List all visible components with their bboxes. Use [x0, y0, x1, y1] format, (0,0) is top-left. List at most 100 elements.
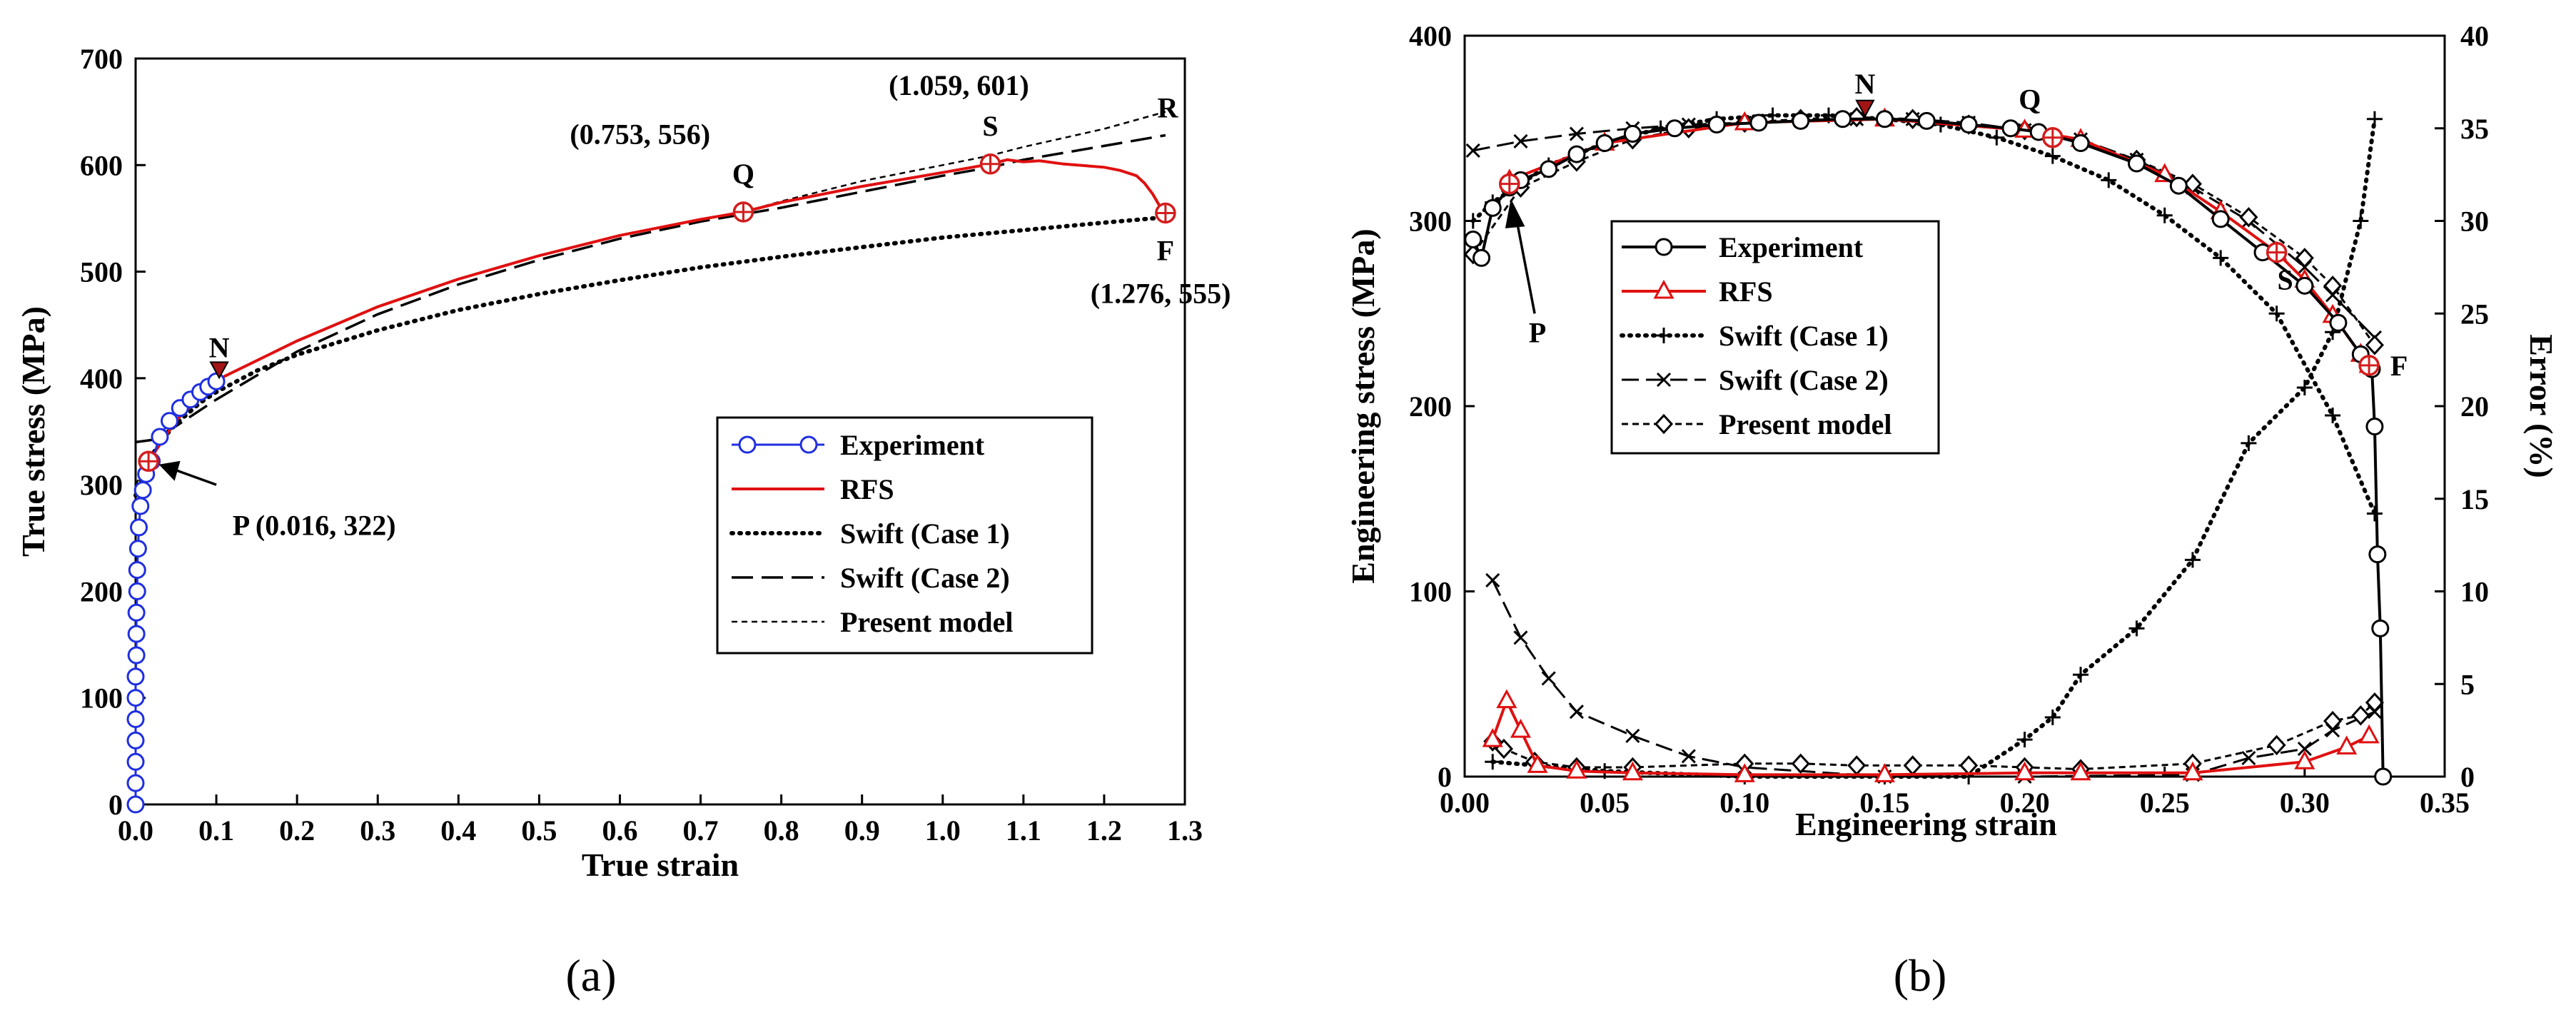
y-tick-label: 600 — [80, 149, 123, 181]
y-axis-label: Engineering stress (MPa) — [1345, 228, 1381, 583]
experiment-point — [126, 795, 145, 814]
x-tick-label: 1.2 — [1086, 814, 1122, 847]
experiment-point — [128, 540, 147, 558]
point-q-cross — [2043, 128, 2062, 147]
series-point — [1791, 753, 1810, 774]
annotation-q-coords: (0.753, 556) — [570, 118, 710, 150]
arrow-p-head — [1505, 198, 1525, 228]
series-point — [1496, 689, 1517, 709]
point-n-marker — [209, 361, 229, 380]
x-tick-label: 0.2 — [279, 814, 315, 847]
x-tick-label: 0.7 — [683, 814, 719, 847]
series-point — [1623, 125, 1642, 143]
series-point — [1540, 160, 1558, 178]
panel-label-a: (a) — [565, 950, 616, 1001]
series-point — [2239, 207, 2258, 228]
series-point — [1989, 129, 2005, 146]
series-point — [1483, 198, 1502, 217]
point-f — [1155, 202, 1176, 224]
series-point — [1625, 728, 1640, 743]
series-point — [2268, 306, 2285, 322]
series-point — [1464, 230, 1483, 248]
x-tick-label: 0.9 — [844, 814, 880, 847]
series-point — [2127, 154, 2146, 173]
series-point — [2294, 750, 2315, 769]
point-n-marker — [1855, 99, 1875, 118]
series-point — [2184, 552, 2201, 568]
series-point — [2296, 380, 2313, 396]
legend-marker — [1654, 413, 1674, 435]
y-tick-label: 400 — [80, 363, 123, 395]
annotation-n: N — [1855, 68, 1876, 100]
series-point — [2070, 761, 2091, 781]
experiment-point — [126, 774, 145, 792]
annotation-s: S — [2278, 264, 2293, 296]
y-tick-label: 200 — [80, 575, 123, 607]
x-tick-label: 0.0 — [118, 814, 153, 847]
series-point — [2213, 250, 2229, 266]
point-q — [2042, 126, 2064, 148]
y-tick-label: 0 — [108, 789, 123, 821]
y-tick-label: 100 — [1409, 576, 1452, 608]
x-tick-label: 0.25 — [2140, 787, 2190, 819]
y-tick-label: 200 — [1409, 390, 1452, 423]
experiment-point — [127, 646, 146, 665]
x-axis-label: Engineering strain — [1795, 806, 2057, 842]
experiment-point — [127, 625, 146, 643]
series-point — [1734, 111, 1755, 131]
series-point — [2071, 134, 2090, 153]
series-point — [2329, 313, 2348, 332]
legend-label: RFS — [840, 473, 894, 505]
point-f-cross — [2360, 355, 2379, 375]
series-point — [2353, 213, 2369, 229]
x-tick-label: 0.8 — [764, 814, 799, 847]
series-point — [1847, 106, 1867, 128]
series-point — [1465, 143, 1480, 158]
series-point — [2001, 119, 2020, 138]
point-s-cross — [981, 154, 1000, 173]
legend-label: Swift (Case 2) — [840, 562, 1010, 594]
annotation-s-coords: (1.059, 601) — [889, 69, 1029, 101]
x-tick-label: 0.35 — [2420, 787, 2470, 819]
series-point — [1482, 727, 1503, 747]
legend-label: Swift (Case 1) — [1719, 320, 1889, 352]
series-point — [1834, 110, 1852, 128]
experiment-point — [126, 731, 145, 749]
y-tick-label: 0 — [1438, 761, 1452, 793]
series-point — [2128, 620, 2145, 637]
y-tick-label: 700 — [80, 43, 123, 75]
experiment-point — [128, 561, 146, 580]
x-tick-label: 0.00 — [1440, 787, 1490, 819]
y-tick-label: 500 — [80, 256, 123, 288]
legend-label: RFS — [1719, 276, 1773, 308]
point-s-cross — [2267, 243, 2286, 262]
series-point — [2267, 734, 2286, 756]
plot-area-a — [134, 57, 1186, 806]
series-point — [2044, 709, 2061, 725]
series-point — [1847, 755, 1867, 776]
series-point — [1513, 630, 1528, 645]
y-axis-label: True stress (MPa) — [15, 306, 51, 557]
series-point — [2365, 335, 2384, 355]
series-present-model — [1472, 116, 2376, 346]
legend-b — [1610, 220, 1940, 455]
annotation-r: R — [1158, 92, 1179, 124]
series-point — [1510, 718, 1531, 738]
series-point — [1566, 759, 1587, 779]
series-point — [2182, 761, 2203, 781]
series-point — [2371, 619, 2390, 637]
series-point — [2374, 767, 2393, 786]
experiment-point — [126, 689, 145, 707]
series-swift-case-2-error — [1491, 580, 2375, 778]
series-point — [2297, 742, 2312, 757]
experiment-point — [126, 752, 145, 771]
series-point — [1622, 761, 1643, 781]
series-point — [2044, 148, 2061, 164]
x-tick-label: 1.0 — [925, 814, 961, 847]
series-point — [1541, 671, 1556, 686]
legend-label: Swift (Case 2) — [1719, 364, 1889, 396]
y-tick-label: 100 — [80, 682, 123, 715]
series-point — [1917, 111, 1936, 130]
panel-label-b: (b) — [1894, 950, 1947, 1001]
y2-tick-label: 15 — [2460, 483, 2489, 515]
